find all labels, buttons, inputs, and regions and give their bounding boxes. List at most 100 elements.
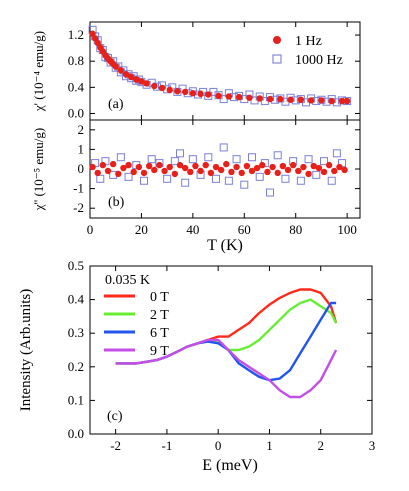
panel-a-label: (a)	[108, 97, 124, 112]
data-point-1hz	[228, 168, 235, 176]
data-point-1000hz	[255, 172, 264, 181]
panel-c-ylabel: Intensity (Arb.units)	[18, 289, 34, 411]
data-point-1hz	[130, 168, 137, 176]
data-point-1000hz	[204, 153, 213, 162]
data-point-1hz	[115, 170, 122, 178]
data-point-1hz	[187, 168, 194, 176]
data-point-1hz	[259, 161, 266, 169]
data-point-1hz	[133, 76, 140, 83]
data-point-1000hz	[96, 174, 105, 183]
data-point-1000hz	[224, 176, 233, 185]
data-point-1hz	[125, 161, 132, 169]
data-point-1hz	[104, 167, 112, 175]
data-point-1hz	[331, 167, 338, 175]
data-point-1hz	[315, 164, 323, 172]
x-tick-label: 2	[317, 438, 324, 453]
data-point-1hz	[343, 97, 351, 105]
legend-label-6t: 6 T	[150, 326, 169, 341]
y-tick-label: 0.0	[68, 105, 84, 120]
data-point-1hz	[310, 162, 317, 170]
data-point-1hz	[225, 93, 233, 100]
legend-marker-1000hz	[272, 54, 282, 64]
data-point-1hz	[269, 163, 276, 171]
data-point-1hz	[143, 80, 150, 87]
panel-a-legend: 1 Hz 1000 Hz	[272, 34, 343, 68]
data-point-1hz	[248, 167, 256, 175]
data-point-1hz	[223, 160, 230, 168]
data-point-1hz	[176, 161, 184, 169]
data-point-1000hz	[304, 155, 313, 164]
data-point-1000hz	[124, 172, 133, 181]
data-point-1hz	[264, 168, 271, 176]
panel-c-frame	[89, 265, 373, 435]
y-tick-label: 1.2	[68, 27, 84, 42]
data-point-1hz	[253, 164, 261, 172]
panel-b-xlabel: T (K)	[207, 237, 243, 254]
data-point-1hz	[197, 167, 204, 175]
data-point-1hz	[238, 169, 245, 177]
data-point-1hz	[197, 90, 204, 98]
data-point-1hz	[300, 163, 307, 171]
data-point-1hz	[287, 96, 294, 103]
legend-label-1hz: 1 Hz	[295, 34, 322, 49]
data-point-1hz	[166, 86, 173, 94]
data-point-1000hz	[170, 157, 179, 166]
data-point-1hz	[135, 163, 143, 171]
data-point-1hz	[166, 163, 173, 171]
y-tick-label: 0.2	[68, 359, 84, 374]
data-point-1hz	[279, 162, 287, 170]
x-tick-label: -2	[110, 438, 121, 453]
data-point-1000hz	[266, 188, 274, 197]
panel-c-data	[115, 288, 338, 399]
data-point-1hz	[174, 88, 181, 95]
data-point-1hz	[158, 84, 166, 92]
data-point-1000hz	[248, 153, 256, 162]
data-point-1hz	[181, 88, 189, 96]
data-point-1hz	[161, 167, 168, 175]
data-point-1000hz	[232, 155, 241, 164]
y-tick-label: -1	[73, 181, 84, 196]
y-tick-label: 1	[78, 141, 85, 156]
x-tick-label: 60	[238, 222, 251, 237]
data-point-1hz	[295, 167, 302, 175]
x-tick-label: 20	[135, 222, 148, 237]
data-point-1hz	[318, 97, 325, 104]
data-point-1hz	[192, 162, 199, 170]
panel-b-ticks: 0 20 40 60 80 100 -2 -1 0 1 2	[73, 120, 360, 237]
data-point-1hz	[151, 166, 158, 174]
panel-b-ylabel: χ'' (10⁻⁵ emu/g)	[31, 128, 46, 212]
data-point-1000hz	[320, 157, 328, 166]
data-point-1000hz	[140, 176, 148, 185]
y-tick-label: 0.0	[68, 426, 84, 441]
data-point-1hz	[307, 97, 315, 104]
data-point-1hz	[217, 166, 225, 174]
data-point-1hz	[305, 170, 312, 178]
legend-label-0t: 0 T	[150, 290, 169, 305]
data-point-1hz	[274, 169, 281, 177]
data-point-1hz	[207, 169, 215, 177]
data-point-1hz	[246, 94, 253, 101]
x-tick-label: 0	[215, 438, 222, 453]
x-tick-label: -1	[161, 438, 172, 453]
y-tick-label: 0.3	[68, 325, 84, 340]
data-point-1000hz	[176, 149, 184, 158]
data-point-1000hz	[327, 176, 336, 185]
panel-c-label: (c)	[107, 409, 123, 424]
data-point-1hz	[266, 95, 274, 103]
data-point-1000hz	[147, 155, 156, 164]
data-point-1hz	[140, 169, 148, 177]
data-point-1000hz	[240, 180, 249, 189]
data-point-1hz	[151, 82, 158, 90]
panel-a: 0.0 0.4 0.8 1.2 χ' (10⁻⁴ emu/g) (a) 1 Hz 10…	[31, 21, 361, 121]
y-tick-label: 0.4	[68, 79, 85, 94]
data-point-1000hz	[219, 143, 228, 152]
panel-a-data	[88, 25, 352, 107]
data-point-1hz	[243, 162, 251, 170]
data-point-1hz	[94, 169, 101, 177]
y-tick-label: 0.4	[68, 292, 85, 307]
data-point-1hz	[109, 160, 117, 168]
data-point-1hz	[233, 163, 240, 171]
panel-a-ylabel: χ' (10⁻⁴ emu/g)	[31, 31, 46, 112]
